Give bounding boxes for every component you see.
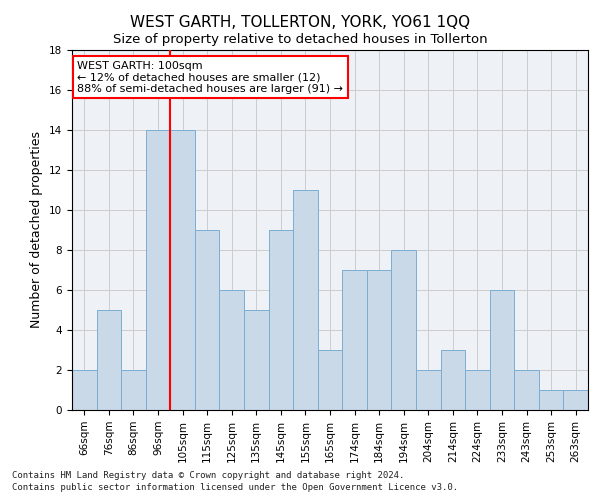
Bar bbox=[465, 370, 490, 410]
Text: Size of property relative to detached houses in Tollerton: Size of property relative to detached ho… bbox=[113, 32, 487, 46]
Text: WEST GARTH: 100sqm
← 12% of detached houses are smaller (12)
88% of semi-detache: WEST GARTH: 100sqm ← 12% of detached hou… bbox=[77, 61, 343, 94]
Bar bbox=[121, 370, 146, 410]
Bar bbox=[72, 370, 97, 410]
Bar bbox=[318, 350, 342, 410]
Bar bbox=[391, 250, 416, 410]
Bar bbox=[367, 270, 391, 410]
Bar bbox=[244, 310, 269, 410]
Bar bbox=[416, 370, 440, 410]
Y-axis label: Number of detached properties: Number of detached properties bbox=[31, 132, 43, 328]
Text: Contains HM Land Registry data © Crown copyright and database right 2024.: Contains HM Land Registry data © Crown c… bbox=[12, 470, 404, 480]
Bar bbox=[440, 350, 465, 410]
Bar bbox=[97, 310, 121, 410]
Text: Contains public sector information licensed under the Open Government Licence v3: Contains public sector information licen… bbox=[12, 483, 458, 492]
Bar bbox=[269, 230, 293, 410]
Bar bbox=[170, 130, 195, 410]
Bar bbox=[293, 190, 318, 410]
Bar bbox=[195, 230, 220, 410]
Bar bbox=[220, 290, 244, 410]
Bar bbox=[342, 270, 367, 410]
Bar bbox=[146, 130, 170, 410]
Bar bbox=[514, 370, 539, 410]
Text: WEST GARTH, TOLLERTON, YORK, YO61 1QQ: WEST GARTH, TOLLERTON, YORK, YO61 1QQ bbox=[130, 15, 470, 30]
Bar bbox=[563, 390, 588, 410]
Bar bbox=[490, 290, 514, 410]
Bar bbox=[539, 390, 563, 410]
